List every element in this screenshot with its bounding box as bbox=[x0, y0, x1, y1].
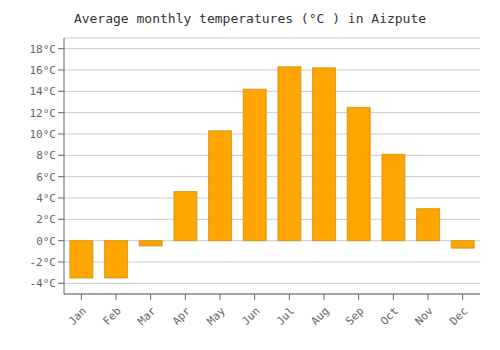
svg-text:Nov: Nov bbox=[413, 304, 437, 328]
svg-text:-4°C: -4°C bbox=[30, 277, 57, 290]
svg-text:Mar: Mar bbox=[135, 304, 159, 328]
svg-text:May: May bbox=[205, 304, 229, 328]
svg-text:Dec: Dec bbox=[447, 305, 470, 328]
svg-text:2°C: 2°C bbox=[36, 213, 56, 226]
svg-text:Aug: Aug bbox=[309, 305, 332, 328]
svg-text:0°C: 0°C bbox=[36, 235, 56, 248]
svg-text:Sep: Sep bbox=[343, 305, 366, 328]
svg-text:16°C: 16°C bbox=[30, 64, 57, 77]
svg-text:-2°C: -2°C bbox=[30, 256, 57, 269]
svg-text:Jan: Jan bbox=[66, 305, 89, 328]
svg-text:Apr: Apr bbox=[170, 304, 194, 328]
html-text:Average monthly temperatures (: Average monthly temperatures (°C ) in Ai… bbox=[73, 11, 427, 26]
svg-text:6°C: 6°C bbox=[36, 171, 56, 184]
svg-text:14°C: 14°C bbox=[30, 85, 57, 98]
svg-text:Jun: Jun bbox=[239, 305, 262, 328]
svg-text:10°C: 10°C bbox=[30, 128, 57, 141]
svg-text:18°C: 18°C bbox=[30, 43, 57, 56]
svg-text:4°C: 4°C bbox=[36, 192, 56, 205]
svg-text:Oct: Oct bbox=[378, 305, 401, 328]
svg-text:12°C: 12°C bbox=[30, 107, 57, 120]
svg-text:8°C: 8°C bbox=[36, 149, 56, 162]
svg-text:Jul: Jul bbox=[274, 305, 297, 328]
svg-text:Feb: Feb bbox=[101, 305, 124, 328]
